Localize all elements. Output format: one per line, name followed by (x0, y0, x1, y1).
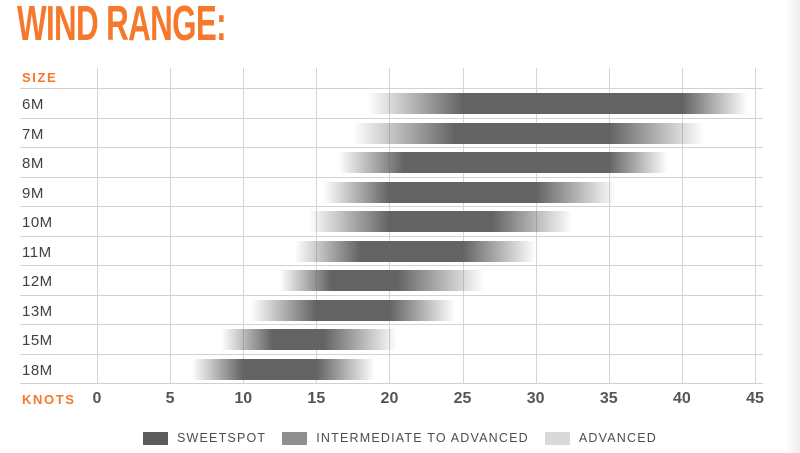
row-plot-area (97, 207, 755, 236)
wind-range-bar (97, 152, 755, 173)
row-size-label: 18M (22, 361, 53, 379)
row-size-label: 9M (22, 184, 44, 202)
wind-range-chart: SIZE 6M 7M 8M 9M 10M 11M 12M 13M 15M 18M KNOTS 0 5… (20, 68, 764, 412)
chart-row: 11M (20, 235, 763, 266)
legend-label: INTERMEDIATE TO ADVANCED (316, 431, 529, 445)
row-plot-area (97, 89, 755, 118)
size-axis-label: SIZE (22, 70, 58, 85)
knots-axis-label: KNOTS (22, 392, 76, 407)
row-plot-area (97, 266, 755, 295)
x-axis-tick-label: 5 (165, 390, 175, 407)
row-size-label: 15M (22, 332, 53, 349)
legend-label: SWEETSPOT (176, 431, 267, 445)
row-size-label: 6M (22, 96, 44, 113)
row-plot-area (97, 178, 755, 207)
row-plot-area (97, 355, 755, 384)
x-axis-tick-label: 0 (92, 390, 102, 407)
wind-range-bar (97, 93, 755, 114)
wind-range-bar (97, 181, 755, 203)
wind-range-bar (97, 122, 755, 144)
x-axis-tick-label: 30 (526, 390, 545, 407)
x-axis-row: KNOTS 0 5 10 15 20 25 30 35 40 45 (20, 384, 764, 412)
chart-header-row: SIZE (20, 68, 763, 88)
legend-item-advanced: ADVANCED (544, 431, 658, 445)
chart-rows: 6M 7M 8M 9M 10M 11M 12M 13M 15M 18M (20, 88, 763, 384)
x-axis-tick-label: 15 (307, 390, 326, 407)
row-size-label: 8M (22, 155, 44, 172)
chart-row: 12M (20, 265, 763, 295)
chart-row: 7M (20, 117, 763, 148)
row-plot-area (97, 119, 755, 148)
row-plot-area (97, 325, 755, 354)
x-axis-tick-label: 40 (672, 390, 691, 407)
wind-range-bar (97, 358, 755, 380)
legend-swatch-intermediate-to-advanced (282, 431, 308, 445)
legend-item-sweetspot: SWEETSPOT (142, 431, 267, 445)
row-size-label: 10M (22, 214, 53, 231)
row-plot-area (97, 148, 755, 177)
x-axis-tick-label: 25 (453, 390, 472, 407)
legend-swatch-sweetspot (142, 431, 168, 445)
chart-row: 15M (20, 324, 763, 354)
chart-row: 18M (20, 353, 763, 384)
legend-label: ADVANCED (578, 431, 658, 445)
x-axis-tick-label: 35 (599, 390, 618, 407)
legend-item-intermediate-to-advanced: INTERMEDIATE TO ADVANCED (282, 431, 529, 445)
chart-row: 9M (20, 176, 763, 207)
row-size-label: 11M (22, 243, 52, 261)
wind-range-bar (97, 329, 755, 350)
chart-row: 13M (20, 294, 763, 325)
page-edge-shade (785, 0, 800, 453)
chart-row: 8M (20, 147, 763, 177)
chart-row: 6M (20, 88, 763, 118)
wind-range-bar (97, 270, 755, 291)
row-plot-area (97, 237, 755, 266)
x-axis-tick-label: 45 (746, 390, 764, 407)
page-title: WIND RANGE: (17, 0, 227, 51)
legend-swatch-advanced (544, 431, 570, 445)
chart-legend: SWEETSPOT INTERMEDIATE TO ADVANCED ADVANCE… (0, 431, 800, 445)
row-size-label: 12M (22, 273, 53, 290)
chart-row: 10M (20, 206, 763, 236)
row-size-label: 13M (22, 302, 53, 320)
row-plot-area (97, 296, 755, 325)
row-size-label: 7M (22, 125, 44, 143)
x-axis-tick-label: 20 (380, 390, 399, 407)
wind-range-bar (97, 240, 755, 262)
x-axis-tick-label: 10 (234, 390, 253, 407)
wind-range-bar (97, 211, 755, 232)
wind-range-bar (97, 299, 755, 321)
